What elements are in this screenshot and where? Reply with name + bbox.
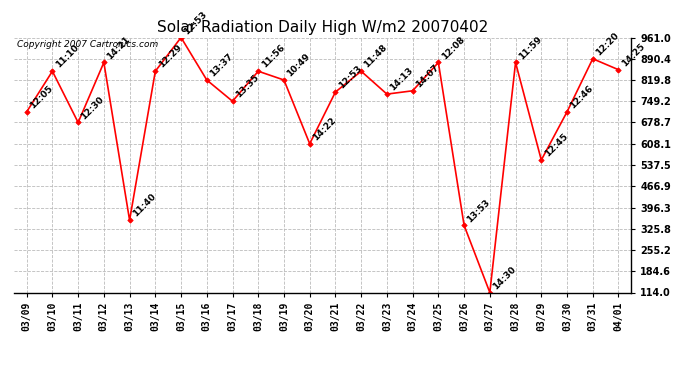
Text: 12:29: 12:29 (157, 43, 184, 70)
Text: 12:20: 12:20 (594, 31, 621, 57)
Text: 13:37: 13:37 (208, 52, 235, 79)
Text: 14:30: 14:30 (491, 264, 518, 291)
Text: 14:25: 14:25 (620, 42, 647, 68)
Text: 12:53: 12:53 (337, 64, 364, 91)
Title: Solar Radiation Daily High W/m2 20070402: Solar Radiation Daily High W/m2 20070402 (157, 20, 489, 35)
Text: 11:59: 11:59 (517, 34, 544, 61)
Text: 11:48: 11:48 (362, 43, 389, 70)
Text: Copyright 2007 Cartronics.com: Copyright 2007 Cartronics.com (17, 40, 158, 49)
Text: 12:46: 12:46 (569, 84, 595, 111)
Text: 14:07: 14:07 (414, 63, 441, 89)
Text: 12:08: 12:08 (440, 34, 466, 61)
Text: 13:53: 13:53 (466, 197, 492, 224)
Text: 14:22: 14:22 (311, 116, 338, 142)
Text: 12:05: 12:05 (28, 84, 55, 111)
Text: 11:10: 11:10 (54, 44, 80, 70)
Text: 11:56: 11:56 (259, 43, 286, 70)
Text: 11:40: 11:40 (131, 192, 157, 219)
Text: 10:49: 10:49 (286, 52, 312, 79)
Text: 13:35: 13:35 (234, 73, 261, 100)
Text: 14:21: 14:21 (106, 34, 132, 61)
Text: 14:13: 14:13 (388, 66, 415, 93)
Text: 12:30: 12:30 (79, 94, 106, 121)
Text: 12:53: 12:53 (182, 9, 209, 36)
Text: 12:45: 12:45 (542, 132, 569, 159)
